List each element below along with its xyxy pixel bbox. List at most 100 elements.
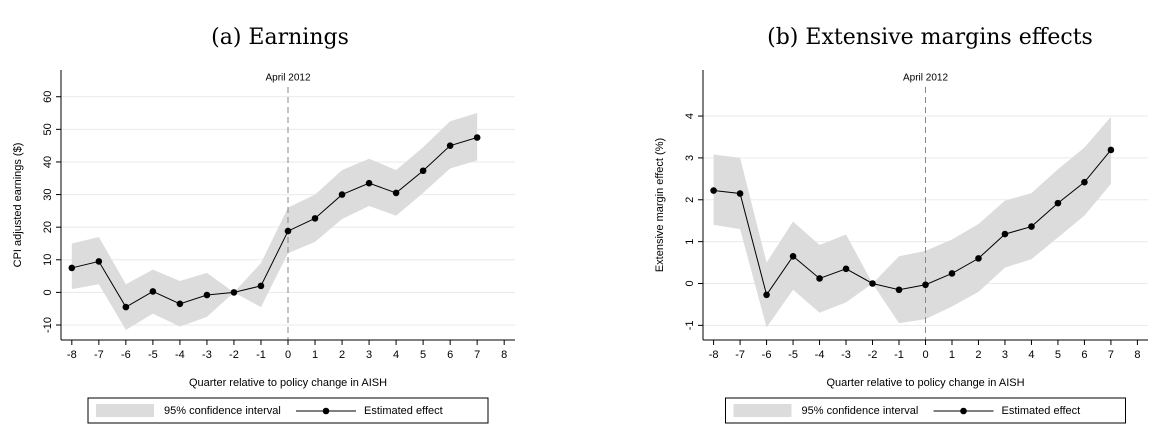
x-tick-label: 3 xyxy=(1002,349,1008,361)
effect-point xyxy=(230,289,238,296)
x-tick-label: -8 xyxy=(67,349,77,361)
y-tick-label: 4 xyxy=(684,113,696,119)
y-tick-label: 30 xyxy=(42,188,54,200)
effect-point xyxy=(948,270,956,277)
x-tick-label: -1 xyxy=(256,349,266,361)
x-tick-label: -2 xyxy=(868,349,878,361)
effect-line xyxy=(713,149,1112,296)
effect-point xyxy=(473,134,481,141)
x-tick-label: 0 xyxy=(285,349,291,361)
effect-point xyxy=(1001,230,1009,238)
chart-title: (b) Extensive margins effects xyxy=(767,25,1093,50)
effect-point xyxy=(365,179,373,187)
legend-marker xyxy=(322,407,330,415)
effect-point xyxy=(203,291,211,299)
y-tick-label: 20 xyxy=(42,221,54,233)
effect-point xyxy=(869,280,876,287)
x-tick-label: -5 xyxy=(788,349,798,361)
x-tick-label: -7 xyxy=(735,349,745,361)
effect-point xyxy=(816,275,823,282)
effect-point xyxy=(710,187,717,194)
effect-point xyxy=(446,142,454,149)
x-tick-label: -6 xyxy=(121,349,131,361)
effect-point xyxy=(311,215,319,222)
y-axis-label: CPI adjusted earnings ($) xyxy=(12,143,24,268)
x-tick-label: -8 xyxy=(709,349,719,361)
x-tick-label: -5 xyxy=(148,349,158,361)
legend-label: Estimated effect xyxy=(364,405,443,417)
x-tick-label: 4 xyxy=(393,349,399,361)
x-tick-label: 2 xyxy=(975,349,981,361)
legend-swatch xyxy=(733,404,792,417)
legend-marker xyxy=(960,407,967,415)
x-tick-label: 2 xyxy=(339,349,345,361)
x-tick-label: 1 xyxy=(312,349,318,361)
effect-point xyxy=(789,252,797,260)
effect-point xyxy=(338,191,346,198)
y-tick-label: 2 xyxy=(684,197,696,203)
effect-point xyxy=(736,190,744,197)
x-tick-label: 7 xyxy=(474,349,480,361)
y-tick-label: 10 xyxy=(42,254,54,266)
x-tick-label: 5 xyxy=(420,349,426,361)
y-tick-label: 40 xyxy=(42,156,54,168)
x-tick-label: 7 xyxy=(1108,349,1114,361)
effect-point xyxy=(842,265,850,273)
x-tick-label: -4 xyxy=(175,349,185,361)
x-tick-label: -7 xyxy=(94,349,104,361)
chart-title: (a) Earnings xyxy=(211,25,349,50)
x-axis-label: Quarter relative to policy change in AIS… xyxy=(826,377,1024,389)
x-tick-label: 5 xyxy=(1055,349,1061,361)
x-tick-label: 3 xyxy=(366,349,372,361)
x-tick-label: 8 xyxy=(1134,349,1140,361)
x-tick-label: -4 xyxy=(815,349,825,361)
x-tick-label: 6 xyxy=(447,349,453,361)
x-tick-label: 1 xyxy=(949,349,955,361)
effect-point xyxy=(895,286,903,294)
effect-point xyxy=(257,282,265,290)
y-tick-label: -1 xyxy=(684,320,696,330)
confidence-band xyxy=(713,116,1111,328)
effect-point xyxy=(1054,199,1062,207)
effect-point xyxy=(922,281,929,289)
effect-line xyxy=(71,137,478,308)
x-tick-label: 4 xyxy=(1028,349,1034,361)
effect-point xyxy=(392,189,400,197)
x-tick-label: -6 xyxy=(762,349,772,361)
x-tick-label: -3 xyxy=(202,349,212,361)
effect-point xyxy=(95,258,103,265)
legend-box xyxy=(87,397,489,424)
y-tick-label: 0 xyxy=(42,289,54,295)
effect-point xyxy=(122,303,130,311)
y-tick-label: 50 xyxy=(42,123,54,135)
annotation: April 2012 xyxy=(903,73,948,84)
y-tick-label: 60 xyxy=(42,91,54,103)
y-axis-label: Extensive margin effect (%) xyxy=(654,138,666,272)
effect-point xyxy=(68,264,76,272)
y-tick-label: 1 xyxy=(684,239,696,245)
y-tick-label: 3 xyxy=(684,155,696,161)
legend-swatch xyxy=(96,404,154,417)
confidence-band xyxy=(71,113,478,330)
effect-point xyxy=(975,255,982,262)
legend-label: 95% confidence interval xyxy=(802,405,919,417)
y-tick-label: 0 xyxy=(684,280,696,286)
x-tick-label: -2 xyxy=(229,349,239,361)
x-tick-label: 0 xyxy=(922,349,928,361)
legend-label: Estimated effect xyxy=(1002,405,1081,417)
effect-point xyxy=(1081,178,1088,186)
effect-point xyxy=(176,300,184,308)
legend-label: 95% confidence interval xyxy=(164,405,281,417)
x-tick-label: 8 xyxy=(501,349,507,361)
x-tick-label: -3 xyxy=(841,349,851,361)
x-axis-label: Quarter relative to policy change in AIS… xyxy=(189,377,387,389)
effect-point xyxy=(763,291,770,299)
legend-box xyxy=(725,397,1126,424)
effect-point xyxy=(419,167,427,175)
effect-point xyxy=(284,227,292,235)
annotation: April 2012 xyxy=(265,73,310,84)
effect-point xyxy=(1028,223,1035,230)
x-tick-label: 6 xyxy=(1081,349,1087,361)
y-tick-label: -10 xyxy=(42,317,54,333)
